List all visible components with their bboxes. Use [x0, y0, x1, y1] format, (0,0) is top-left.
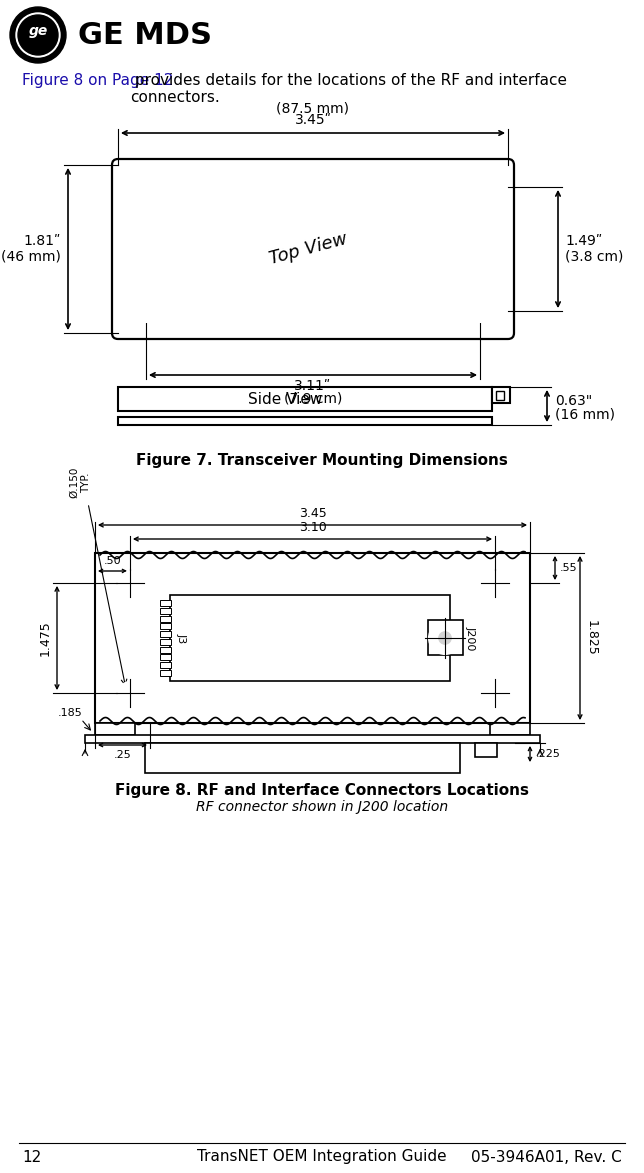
Circle shape — [429, 622, 461, 655]
Bar — [160, 623, 171, 630]
Bar — [95, 723, 135, 735]
Text: Figure 8 on Page 12: Figure 8 on Page 12 — [22, 73, 173, 88]
Circle shape — [119, 682, 141, 704]
Text: .225: .225 — [536, 750, 561, 759]
Text: Ø.150
TYP.: Ø.150 TYP. — [69, 467, 91, 499]
Text: Top View: Top View — [267, 230, 349, 269]
Circle shape — [439, 632, 451, 644]
Circle shape — [119, 572, 141, 594]
Bar — [160, 670, 171, 676]
Circle shape — [484, 572, 506, 594]
Text: 3.45: 3.45 — [299, 507, 327, 520]
Text: RF connector shown in J200 location: RF connector shown in J200 location — [196, 800, 448, 814]
Bar — [85, 735, 540, 743]
Text: Figure 7. Transceiver Mounting Dimensions: Figure 7. Transceiver Mounting Dimension… — [136, 453, 508, 468]
Text: Figure 8. RF and Interface Connectors Locations: Figure 8. RF and Interface Connectors Lo… — [115, 784, 529, 798]
Bar — [95, 552, 530, 723]
Bar — [492, 387, 510, 404]
Bar — [160, 655, 171, 660]
Text: GE MDS: GE MDS — [78, 20, 212, 49]
Bar — [490, 723, 530, 735]
Circle shape — [469, 300, 491, 323]
Text: (87.5 mm): (87.5 mm) — [276, 101, 350, 115]
FancyBboxPatch shape — [112, 160, 514, 339]
Text: 05-3946A01, Rev. C: 05-3946A01, Rev. C — [471, 1150, 622, 1165]
Circle shape — [18, 15, 58, 55]
Bar — [145, 743, 460, 773]
Text: 3.11ʺ: 3.11ʺ — [294, 379, 332, 393]
Text: 0.63": 0.63" — [555, 394, 592, 408]
Circle shape — [135, 300, 157, 323]
Text: (3.8 cm): (3.8 cm) — [565, 250, 623, 264]
Circle shape — [484, 682, 506, 704]
Circle shape — [469, 176, 491, 198]
Text: 1.81ʺ: 1.81ʺ — [24, 233, 61, 248]
Bar — [160, 616, 171, 622]
Text: J3: J3 — [177, 633, 187, 643]
Bar — [118, 387, 492, 411]
Bar — [496, 391, 504, 400]
Text: Side View: Side View — [248, 392, 322, 407]
Text: 1.825: 1.825 — [585, 621, 598, 656]
Text: .25: .25 — [114, 750, 132, 760]
Text: (16 mm): (16 mm) — [555, 408, 615, 422]
Text: TransNET OEM Integration Guide: TransNET OEM Integration Guide — [197, 1150, 447, 1165]
Text: (46 mm): (46 mm) — [1, 250, 61, 264]
Text: 3.45ʺ: 3.45ʺ — [294, 113, 332, 127]
Circle shape — [10, 7, 66, 63]
Text: ge: ge — [28, 23, 48, 38]
Bar — [160, 608, 171, 613]
Text: (7.9 cm): (7.9 cm) — [284, 391, 342, 405]
Bar — [160, 639, 171, 645]
Circle shape — [16, 13, 60, 57]
Bar — [475, 743, 497, 757]
Text: 1.475: 1.475 — [39, 621, 52, 656]
Bar — [118, 416, 492, 425]
Bar — [160, 646, 171, 652]
Text: 1.49ʺ: 1.49ʺ — [565, 233, 602, 248]
Text: 3.10: 3.10 — [299, 521, 327, 534]
Text: 12: 12 — [22, 1150, 41, 1165]
Text: .50: .50 — [104, 556, 121, 567]
Bar — [428, 621, 463, 655]
Text: .55: .55 — [560, 563, 578, 572]
Text: J200: J200 — [466, 626, 476, 650]
Bar — [160, 631, 171, 637]
Circle shape — [135, 176, 157, 198]
Bar — [160, 601, 171, 606]
Text: provides details for the locations of the RF and interface
connectors.: provides details for the locations of th… — [130, 73, 567, 106]
Bar — [160, 663, 171, 669]
Text: .185: .185 — [58, 708, 83, 718]
Bar — [170, 595, 450, 682]
